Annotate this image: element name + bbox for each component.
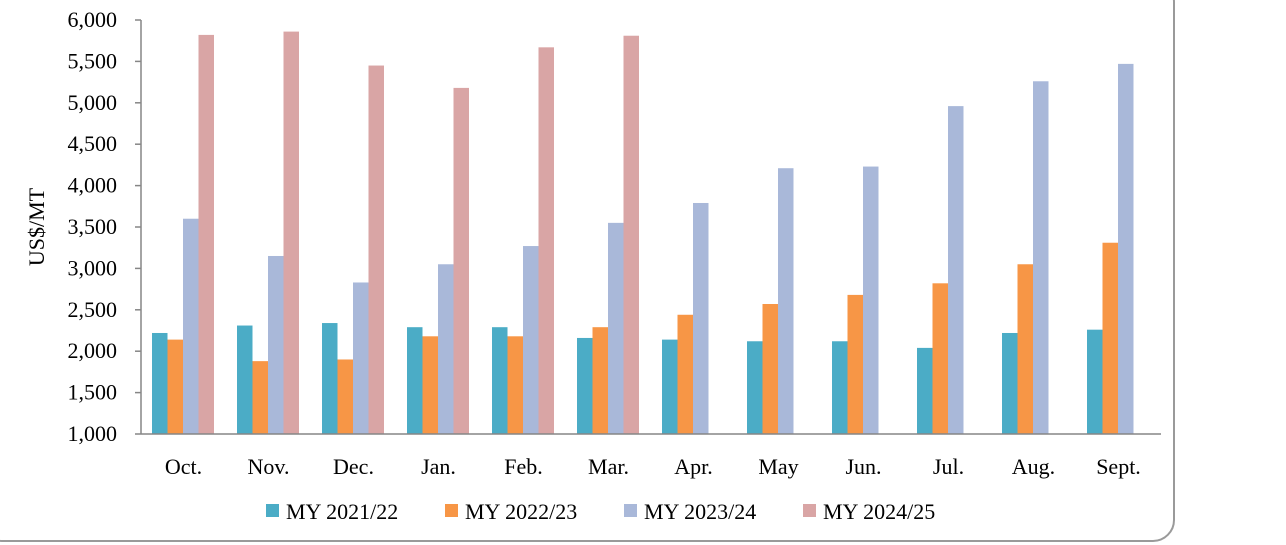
bar	[592, 327, 608, 434]
y-tick-label: 1,500	[68, 380, 118, 405]
bar	[322, 323, 338, 434]
bar	[1033, 81, 1049, 434]
y-tick-label: 5,000	[68, 90, 118, 115]
bar	[608, 222, 624, 434]
bar	[1017, 264, 1033, 434]
bar	[1118, 63, 1134, 434]
y-tick-label: 6,000	[68, 7, 118, 32]
legend-label: MY 2022/23	[465, 499, 577, 524]
y-axis-ticks: 1,000 1,500 2,000 2,500 3,000 3,500 4,000 4,500…	[68, 7, 141, 446]
bar	[623, 35, 639, 435]
bar	[152, 332, 168, 434]
y-tick-label: 3,500	[68, 214, 118, 239]
x-tick-label: Jun.	[845, 454, 881, 479]
y-tick-label: 2,500	[68, 297, 118, 322]
x-tick-label: Dec.	[333, 454, 374, 479]
x-tick-label: Sept.	[1096, 454, 1141, 479]
x-axis-ticks: Oct. Nov. Dec. Jan. Feb. Mar. Apr. May Jun. Jul. A…	[165, 454, 1141, 479]
x-tick-label: Aug.	[1012, 454, 1055, 479]
legend-swatch	[266, 504, 279, 517]
bars	[152, 31, 1134, 435]
bar	[832, 341, 848, 434]
bar	[368, 65, 384, 434]
y-tick-label: 5,500	[68, 48, 118, 73]
bar	[422, 336, 438, 434]
bar	[407, 327, 423, 434]
legend-label: MY 2024/25	[823, 499, 935, 524]
bar	[198, 34, 214, 435]
bar	[337, 359, 353, 434]
y-axis-label: US$/MT	[24, 187, 49, 266]
bar	[778, 168, 794, 434]
x-tick-label: May	[758, 454, 798, 479]
legend-swatch	[445, 504, 458, 517]
bar	[183, 218, 199, 434]
bar	[948, 106, 964, 434]
y-tick-label: 2,000	[68, 338, 118, 363]
x-tick-label: Feb.	[504, 454, 543, 479]
bar	[577, 337, 593, 434]
bar	[677, 314, 693, 434]
bar	[747, 341, 763, 434]
bar	[167, 339, 183, 434]
x-tick-label: Mar.	[588, 454, 629, 479]
bar	[863, 166, 879, 434]
x-tick-label: Jul.	[933, 454, 964, 479]
bar	[932, 283, 948, 434]
y-tick-label: 4,000	[68, 173, 118, 198]
x-tick-label: Nov.	[248, 454, 290, 479]
bar	[237, 325, 253, 434]
bar	[492, 327, 508, 434]
bar	[693, 202, 709, 434]
bar	[762, 304, 778, 434]
legend-swatch	[803, 504, 816, 517]
bar	[353, 282, 369, 434]
y-tick-label: 3,000	[68, 255, 118, 280]
bar	[847, 294, 863, 434]
bar	[453, 87, 469, 435]
x-tick-label: Oct.	[165, 454, 202, 479]
legend-label: MY 2021/22	[286, 499, 398, 524]
bar	[538, 47, 554, 434]
bar	[438, 264, 454, 434]
x-tick-label: Jan.	[421, 454, 456, 479]
legend-swatch	[624, 504, 637, 517]
bar	[268, 255, 284, 434]
bar	[1087, 329, 1103, 434]
bar	[1102, 242, 1118, 434]
y-tick-label: 1,000	[68, 421, 118, 446]
bar	[252, 361, 268, 434]
bar	[523, 246, 539, 434]
y-tick-label: 4,500	[68, 131, 118, 156]
x-tick-label: Apr.	[674, 454, 713, 479]
bar	[283, 31, 299, 434]
bar	[917, 347, 933, 434]
legend: MY 2021/22 MY 2022/23 MY 2023/24 MY 2024/25	[266, 499, 935, 524]
legend-label: MY 2023/24	[644, 499, 756, 524]
bar	[662, 339, 678, 434]
bar	[507, 336, 523, 434]
bar	[1002, 332, 1018, 434]
